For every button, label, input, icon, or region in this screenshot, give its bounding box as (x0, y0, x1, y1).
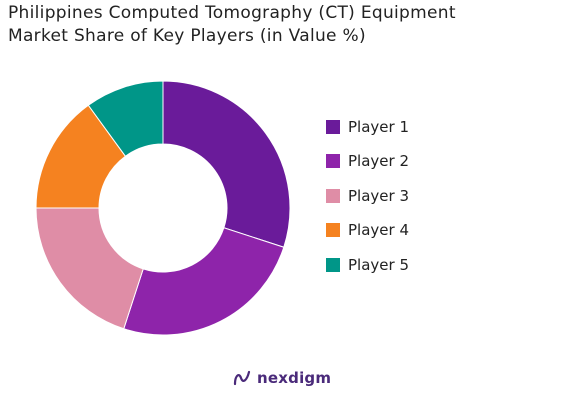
legend-item-player-4: Player 4 (326, 219, 526, 242)
legend-item-player-5: Player 5 (326, 253, 526, 276)
legend-item-player-2: Player 2 (326, 150, 526, 173)
brand-name: nexdigm (257, 369, 332, 387)
donut-slice-player-5 (87, 80, 164, 157)
legend-label-player-5: Player 5 (348, 255, 409, 274)
donut-slice-player-1 (162, 80, 291, 248)
legend-item-player-1: Player 1 (326, 115, 526, 138)
legend-item-player-3: Player 3 (326, 184, 526, 207)
legend-swatch-player-3 (326, 188, 340, 203)
legend-label-player-4: Player 4 (348, 221, 409, 239)
legend-swatch-player-5 (326, 257, 340, 272)
legend-label-player-3: Player 3 (348, 186, 409, 205)
legend-label-player-1: Player 1 (348, 117, 409, 136)
brand-logo: nexdigm (232, 369, 331, 387)
legend-swatch-player-4 (326, 223, 340, 237)
legend-swatch-player-2 (326, 154, 340, 168)
legend-label-player-2: Player 2 (348, 152, 409, 170)
donut-slices (35, 80, 291, 336)
chart-title-line-2: Market Share of Key Players (in Value %) (8, 26, 366, 46)
donut-slice-player-2 (123, 227, 285, 336)
chart-title: Philippines Computed Tomography (CT) Equ… (8, 2, 558, 48)
donut-slice-player-3 (35, 207, 144, 330)
nexdigm-logo-icon (233, 370, 251, 386)
chart-legend: Player 1 Player 2 Player 3 Player 4 Play… (326, 115, 526, 288)
chart-title-line-1: Philippines Computed Tomography (CT) Equ… (8, 3, 456, 23)
legend-swatch-player-1 (326, 119, 340, 134)
